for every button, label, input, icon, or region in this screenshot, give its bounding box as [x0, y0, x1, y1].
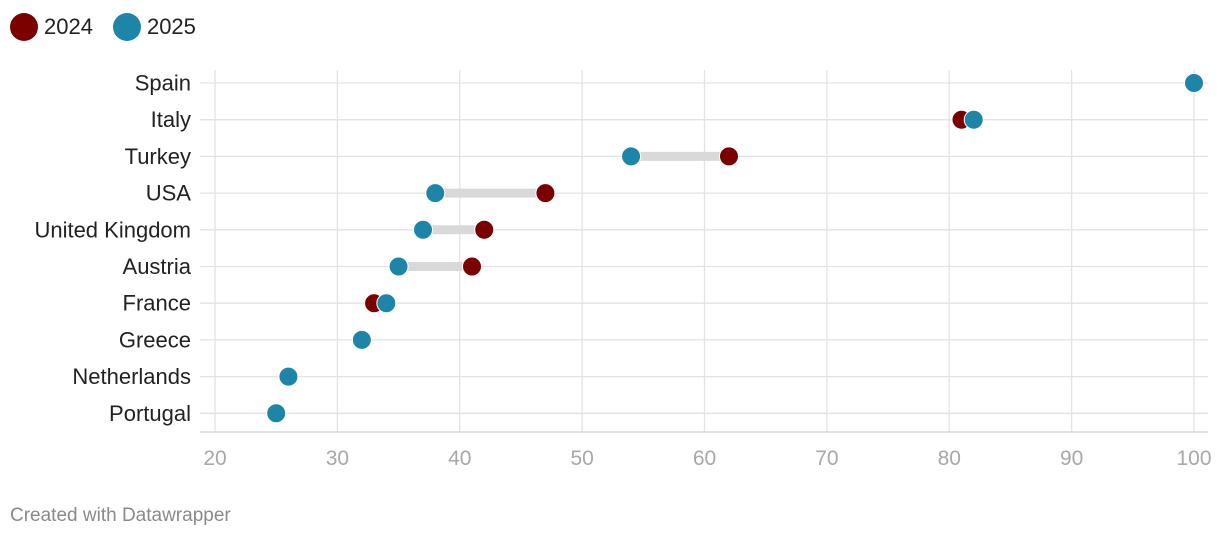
- x-tick-label: 20: [203, 447, 226, 470]
- category-label: Turkey: [125, 144, 191, 169]
- category-label: USA: [146, 181, 192, 206]
- dot-2025: [351, 329, 372, 350]
- legend-item-2024: 2024: [10, 13, 93, 41]
- legend-swatch-2024: [10, 13, 38, 41]
- dot-2025: [376, 293, 397, 314]
- dot-2025: [963, 109, 984, 130]
- legend-label-2025: 2025: [146, 14, 196, 39]
- category-label: Spain: [135, 71, 191, 96]
- x-tick-label: 90: [1060, 447, 1083, 470]
- dot-2024: [718, 146, 739, 167]
- x-tick-label: 50: [570, 447, 593, 470]
- dot-2025: [413, 219, 434, 240]
- x-tick-label: 70: [815, 447, 838, 470]
- category-label: United Kingdom: [34, 217, 191, 242]
- category-label: Austria: [123, 254, 192, 279]
- x-tick-label: 100: [1176, 447, 1211, 470]
- legend-item-2025: 2025: [112, 13, 196, 41]
- dot-2025: [278, 366, 299, 387]
- dot-2025: [388, 256, 409, 277]
- datawrapper-credit[interactable]: Created with Datawrapper: [10, 505, 231, 526]
- x-tick-label: 80: [938, 447, 961, 470]
- x-tick-label: 30: [326, 447, 349, 470]
- x-tick-label: 40: [448, 447, 471, 470]
- legend-label-2024: 2024: [44, 14, 93, 39]
- dot-2025: [266, 403, 287, 424]
- x-tick-label: 60: [693, 447, 716, 470]
- dot-2025: [621, 146, 642, 167]
- dot-2024: [461, 256, 482, 277]
- chart-legend: 2024 2025: [10, 13, 216, 41]
- dot-2024: [535, 183, 556, 204]
- category-label: Netherlands: [72, 364, 191, 389]
- dot-2025: [1184, 73, 1204, 93]
- dot-2025: [425, 183, 446, 204]
- legend-swatch-2025: [112, 13, 141, 41]
- category-label: Greece: [119, 327, 191, 352]
- category-label: Italy: [151, 107, 191, 132]
- dot-2024: [474, 219, 495, 240]
- category-label: Portugal: [109, 401, 191, 426]
- category-label: France: [123, 291, 191, 316]
